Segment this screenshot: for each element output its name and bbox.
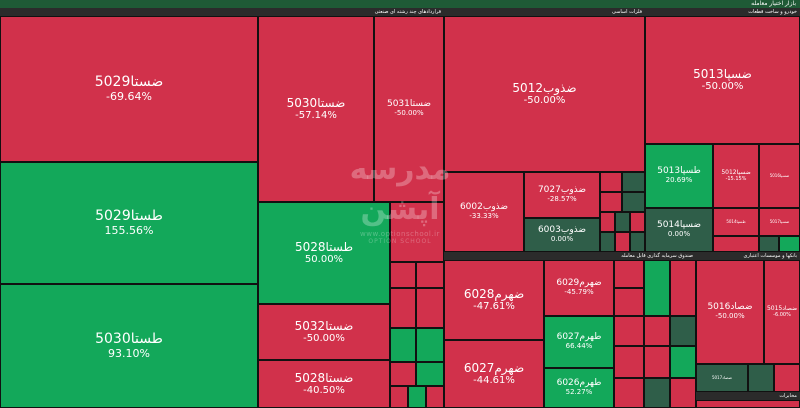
tile-small[interactable]: [644, 316, 670, 346]
tile-small[interactable]: [416, 328, 444, 362]
tile-small[interactable]: [390, 362, 416, 386]
tile-tsta5029[interactable]: طستا5029 155.56%: [0, 162, 258, 284]
tile-thrm6027[interactable]: طهرم6027 66.44%: [544, 316, 614, 368]
tile-small[interactable]: [630, 232, 645, 252]
tile-zhrm6029[interactable]: ضهرم6029 -45.79%: [544, 260, 614, 316]
sector-label: بانکها و موسسات اعتباری: [743, 253, 797, 259]
tile-zzob7027[interactable]: ضذوب7027 -28.57%: [524, 172, 600, 218]
sector-label: فلزات اساسی: [612, 9, 642, 15]
sector-label: مخابرات: [779, 393, 797, 399]
sector-banks[interactable]: بانکها و موسسات اعتباری ضصاد5016 -50.00% …: [696, 252, 800, 392]
tile-small[interactable]: [600, 212, 615, 232]
sector-label: خودرو و ساخت قطعات: [748, 9, 797, 15]
tile-zzob6003[interactable]: ضذوب6003 0.00%: [524, 218, 600, 252]
tile-small[interactable]: [600, 232, 615, 252]
tile-zsapa5012[interactable]: ضسپا5012 -15.15%: [713, 144, 759, 208]
tile-small[interactable]: [670, 316, 696, 346]
tile-small[interactable]: [759, 236, 779, 252]
tile-small[interactable]: [416, 362, 444, 386]
tile-small[interactable]: [390, 386, 408, 408]
tile-small[interactable]: [416, 288, 444, 328]
tile-small[interactable]: [748, 364, 774, 392]
tile-tsapa5014[interactable]: طسپا5014: [713, 208, 759, 236]
tile-zzob5012[interactable]: ضذوب5012 -50.00%: [444, 16, 645, 172]
tile-small[interactable]: [390, 288, 416, 328]
tile-small[interactable]: [644, 346, 670, 378]
tile-zhrm6028[interactable]: ضهرم6028 -47.61%: [444, 260, 544, 340]
tile-tsta5030[interactable]: طستا5030 93.10%: [0, 284, 258, 408]
tile-small[interactable]: [713, 236, 759, 252]
tile-small[interactable]: [416, 262, 444, 288]
tile-small[interactable]: [644, 260, 670, 316]
tile-small[interactable]: [670, 346, 696, 378]
tile-small[interactable]: [615, 232, 630, 252]
tile-small[interactable]: [614, 288, 644, 316]
tile-small[interactable]: [408, 386, 426, 408]
tile-small[interactable]: [779, 236, 800, 252]
sector-industrial-holdings[interactable]: قراردادهای چند رشته ای صنعتی ضستا5029 -69…: [0, 8, 444, 408]
tile-small[interactable]: [614, 316, 644, 346]
tile-zsapa5013[interactable]: ضسپا5013 -50.00%: [645, 16, 800, 144]
tile-zsapa5014[interactable]: ضسپا5014 0.00%: [645, 208, 713, 252]
tile-zsta5032[interactable]: ضستا5032 -50.00%: [258, 304, 390, 360]
tile-small[interactable]: [600, 172, 622, 192]
sector-label: قراردادهای چند رشته ای صنعتی: [374, 9, 441, 15]
tile-small[interactable]: [390, 328, 416, 362]
sector-telecom[interactable]: مخابرات: [696, 392, 800, 408]
tile-thrm6026[interactable]: طهرم6026 52.27%: [544, 368, 614, 408]
tile-zsta5030[interactable]: ضستا5030 -57.14%: [258, 16, 374, 202]
tile-small[interactable]: [622, 172, 645, 192]
tile-zsta5031[interactable]: ضستا5031 -50.00%: [374, 16, 444, 202]
sector-label: صندوق سرمایه گذاری قابل معامله: [621, 253, 693, 259]
tile-small[interactable]: [600, 192, 622, 212]
tile-small[interactable]: [696, 400, 800, 408]
tile-small[interactable]: [630, 212, 645, 232]
tile-small[interactable]: [614, 346, 644, 378]
tile-zsad5017[interactable]: ضصاد5017: [696, 364, 748, 392]
market-title-bar: بازار اختیار معامله: [0, 0, 800, 8]
tile-small[interactable]: [670, 378, 696, 408]
tile-zsad5016[interactable]: ضصاد5016 -50.00%: [696, 260, 764, 364]
sector-base-metals[interactable]: فلزات اساسی ضذوب5012 -50.00% ضذوب6002 -33.…: [444, 8, 645, 252]
tile-small[interactable]: [390, 202, 444, 262]
tile-small[interactable]: [390, 262, 416, 288]
tile-small[interactable]: [615, 212, 630, 232]
tile-small[interactable]: [614, 378, 644, 408]
tile-zzob6002[interactable]: ضذوب6002 -33.33%: [444, 172, 524, 252]
tile-tsta5028[interactable]: طستا5028 50.00%: [258, 202, 390, 304]
tile-small[interactable]: [644, 378, 670, 408]
sector-automotive[interactable]: خودرو و ساخت قطعات ضسپا5013 -50.00% طسپا5…: [645, 8, 800, 252]
tile-zsad5015[interactable]: ضصاد5015 -6.00%: [764, 260, 800, 364]
tile-zsapa5017[interactable]: ضسپا5017: [759, 208, 800, 236]
tile-small[interactable]: [426, 386, 444, 408]
tile-small[interactable]: [774, 364, 800, 392]
sector-etf[interactable]: صندوق سرمایه گذاری قابل معامله ضهرم6028-…: [444, 252, 696, 408]
tile-zsta5029[interactable]: ضستا5029 -69.64%: [0, 16, 258, 162]
tile-small[interactable]: [622, 192, 645, 212]
tile-small[interactable]: [670, 260, 696, 316]
tile-small[interactable]: [614, 260, 644, 288]
tile-zsapa5016[interactable]: ضسپا5016: [759, 144, 800, 208]
tile-tsapa5013[interactable]: طسپا5013 20.69%: [645, 144, 713, 208]
tile-zhrm6027[interactable]: ضهرم6027 -44.61%: [444, 340, 544, 408]
tile-zsta5028[interactable]: ضستا5028 -40.50%: [258, 360, 390, 408]
